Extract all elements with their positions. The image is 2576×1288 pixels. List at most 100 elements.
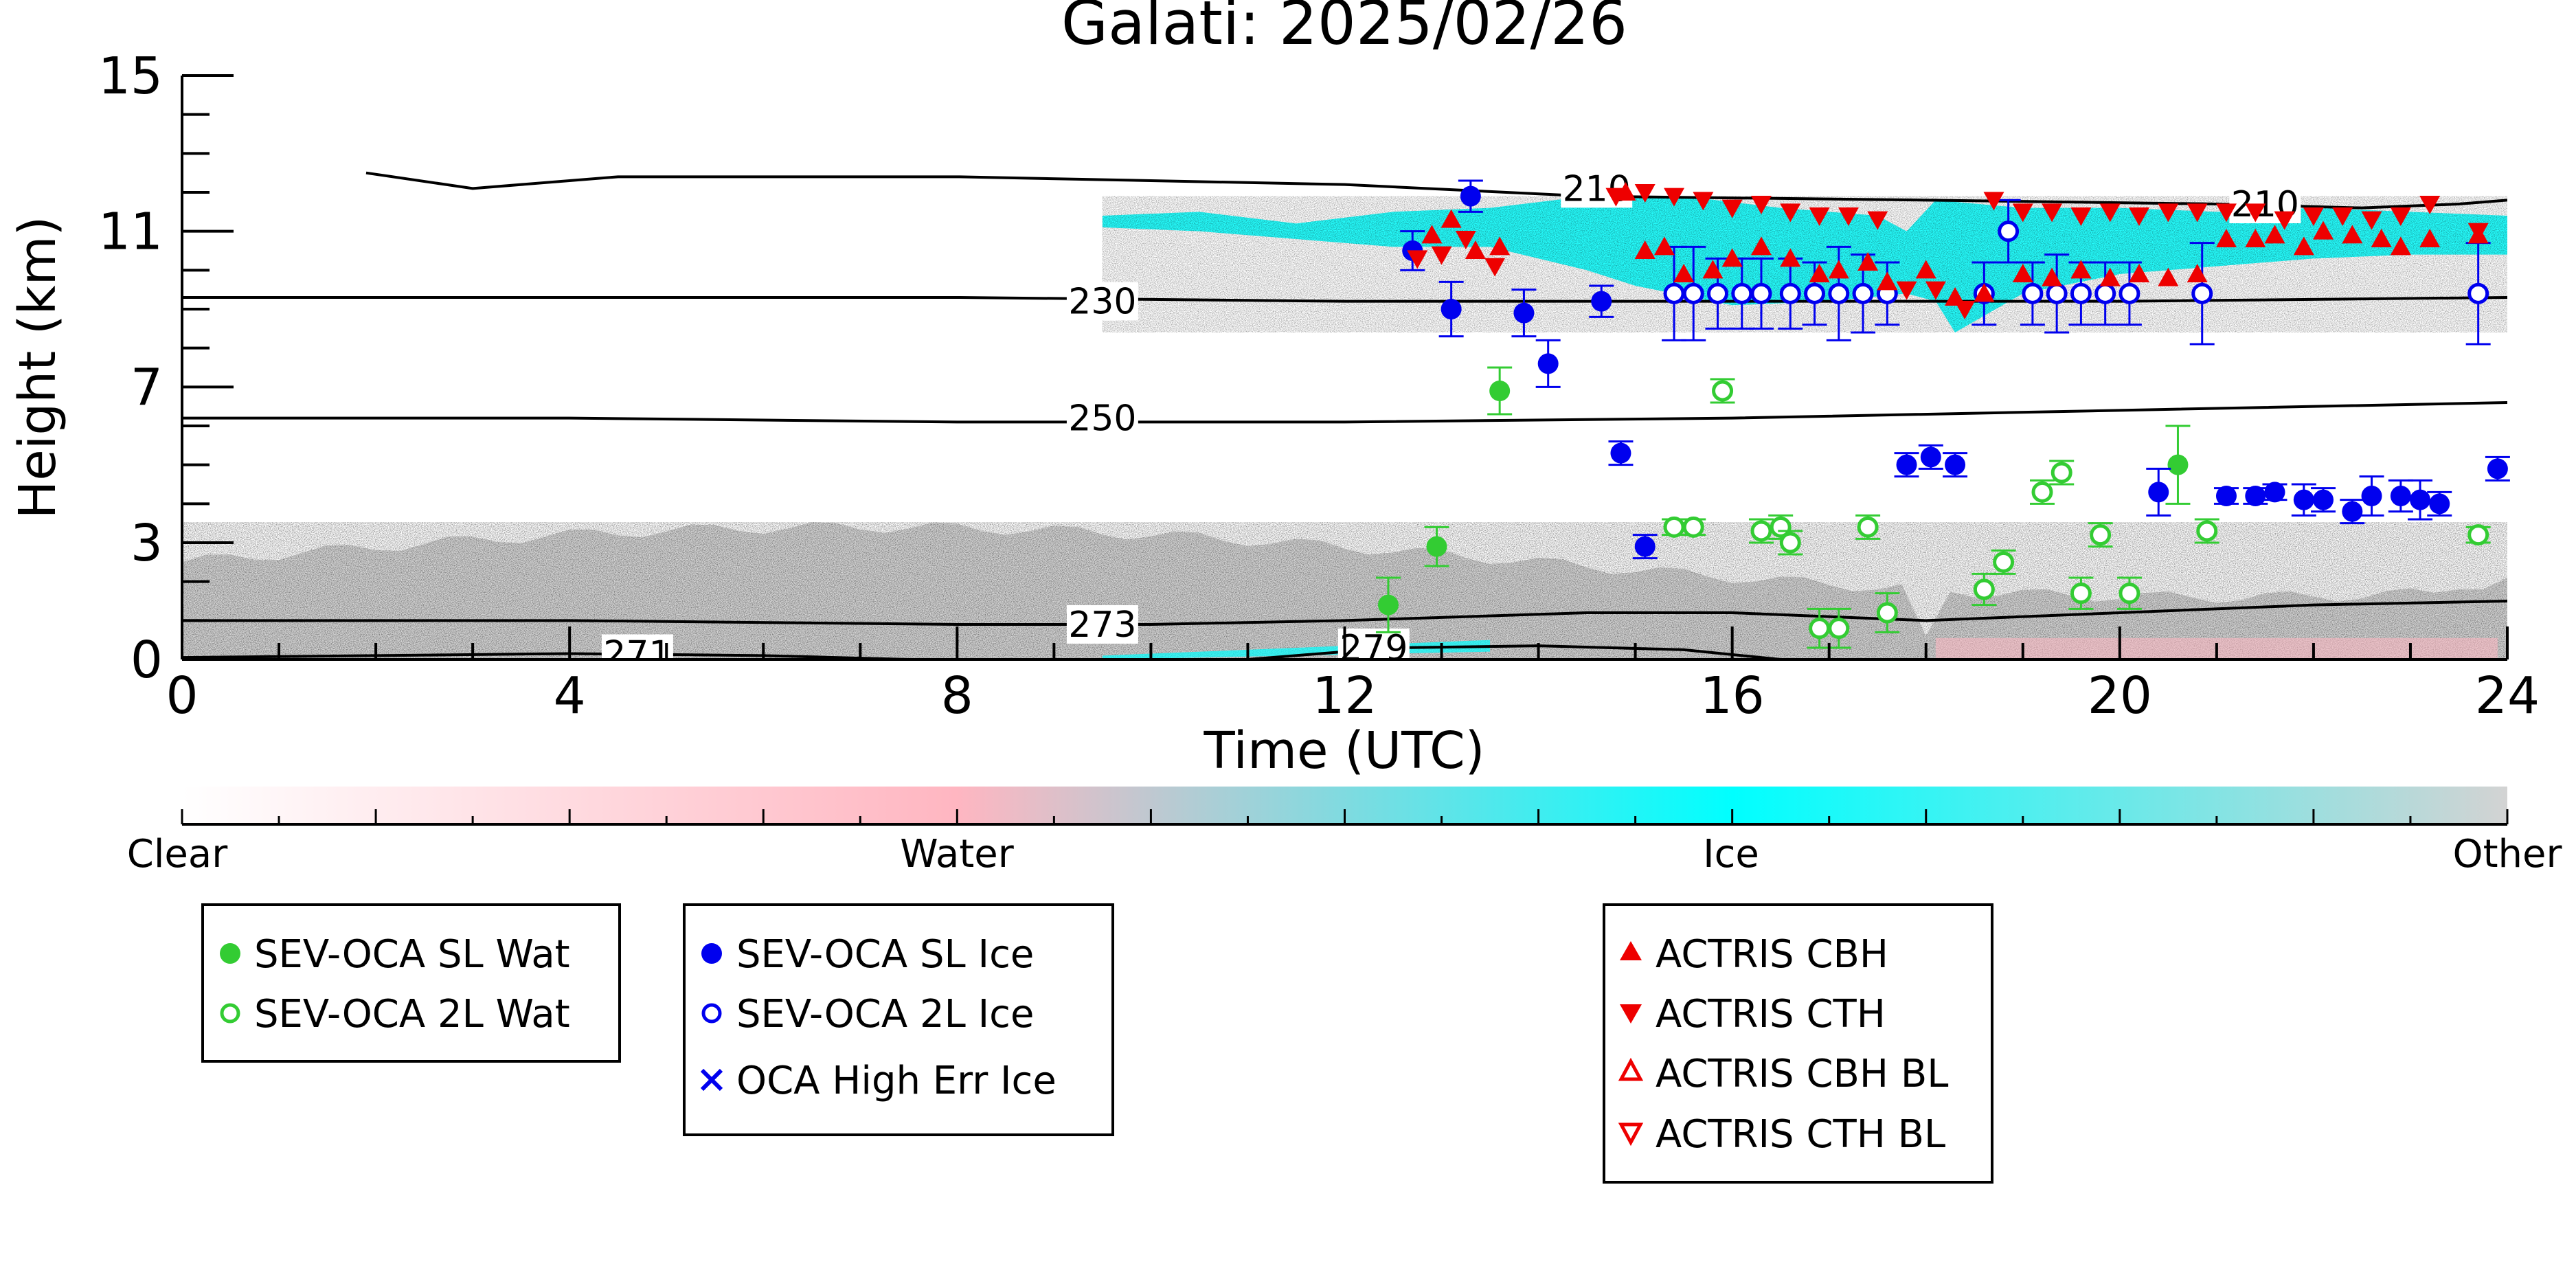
- x-axis-label: Time (UTC): [1203, 721, 1484, 780]
- data-point: [2215, 203, 2237, 223]
- data-point: [2012, 264, 2033, 282]
- data-point: [2487, 458, 2508, 479]
- legend-marker-2l-ice: [701, 1003, 722, 1024]
- x-tick-label: 16: [1700, 666, 1765, 725]
- y-tick-label: 15: [98, 47, 163, 106]
- data-point: [1780, 203, 1801, 223]
- data-point: [2119, 583, 2140, 605]
- colorbar-label-other: Other: [2452, 832, 2562, 877]
- legend-ice: SEV-OCA SL Ice SEV-OCA 2L Ice OCA High E…: [683, 903, 1114, 1136]
- data-point: [1465, 240, 1486, 259]
- data-point: [2215, 229, 2237, 247]
- data-point: [2245, 229, 2266, 247]
- contour-label-bg-271: [601, 634, 673, 659]
- data-point: [1877, 271, 1898, 291]
- data-point: [2158, 203, 2179, 223]
- contour-label-bg-250: [1066, 398, 1138, 438]
- data-point: [1954, 301, 1976, 319]
- data-point: [1610, 442, 1631, 464]
- legend-label-cth-bl: ACTRIS CTH BL: [1656, 1112, 1945, 1157]
- data-point: [1804, 282, 1826, 304]
- series-sev-oca-2l-wat: [1662, 378, 2491, 649]
- data-point: [2264, 482, 2285, 503]
- data-point: [1857, 516, 1879, 538]
- data-point: [1896, 281, 1917, 300]
- data-point: [2245, 486, 2266, 506]
- data-point: [1750, 196, 1772, 214]
- data-point: [2390, 486, 2411, 506]
- contour-line-210: [365, 171, 2507, 210]
- data-point: [1780, 248, 1801, 267]
- data-point: [1779, 282, 1801, 304]
- contour-label-bg-273: [1066, 605, 1138, 644]
- data-point: [1828, 260, 1849, 279]
- data-point: [2467, 282, 2489, 304]
- data-point: [2274, 211, 2295, 230]
- data-point: [2361, 211, 2382, 230]
- legend-label-sl-wat: SEV-OCA SL Wat: [254, 932, 570, 977]
- data-point: [2158, 267, 2179, 286]
- data-point: [1809, 207, 1830, 226]
- data-point: [1973, 578, 1995, 600]
- data-point: [2313, 221, 2334, 240]
- legend-water: SEV-OCA SL Wat SEV-OCA 2L Wat: [201, 903, 621, 1063]
- data-point: [1998, 221, 2020, 242]
- legend-label-2l-ice: SEV-OCA 2L Ice: [736, 992, 1034, 1037]
- data-point: [1750, 282, 1772, 304]
- data-point: [2022, 282, 2044, 304]
- contour-label-273: 273: [1068, 605, 1136, 646]
- data-point: [1440, 299, 1462, 319]
- data-point: [2070, 282, 2092, 304]
- data-point: [2390, 207, 2411, 226]
- data-series: [1375, 179, 2510, 649]
- data-point: [1653, 236, 1675, 256]
- data-point: [1828, 282, 1850, 304]
- series-sev-oca-sl-ice: [1400, 179, 2510, 560]
- x-tick-label: 20: [2088, 666, 2152, 725]
- data-point: [1876, 602, 1898, 624]
- chart-title: Galati: 2025/02/26: [1061, 0, 1627, 58]
- data-point: [2342, 225, 2363, 244]
- data-point: [2215, 486, 2237, 506]
- legend-ice-frame: [683, 903, 1114, 1136]
- contour-label-230: 230: [1068, 282, 1136, 323]
- legend-marker-sl-ice: [701, 943, 722, 964]
- data-point: [1993, 551, 2015, 573]
- y-tick-label: 0: [131, 631, 163, 690]
- data-point: [1407, 250, 1428, 269]
- x-tick-label: 4: [554, 666, 586, 725]
- data-point: [2129, 264, 2150, 282]
- field-other-texture: [182, 522, 2507, 659]
- contour-label-250: 250: [1068, 398, 1136, 440]
- data-point: [1925, 281, 1946, 300]
- x-tick-label: 0: [166, 666, 198, 725]
- data-point: [2187, 264, 2208, 282]
- y-axis-label: Height (km): [8, 216, 67, 519]
- legend-label-2l-wat: SEV-OCA 2L Wat: [254, 992, 570, 1037]
- data-point: [2070, 583, 2092, 605]
- data-point: [1712, 380, 1734, 402]
- data-point: [2090, 524, 2112, 546]
- data-point: [1489, 381, 1511, 401]
- data-point: [1838, 207, 1859, 226]
- data-point: [2313, 489, 2334, 510]
- data-point: [1809, 264, 1830, 282]
- data-point: [1377, 594, 1399, 615]
- colorbar-ticks: [181, 809, 2509, 824]
- data-point: [1663, 282, 1685, 304]
- data-point: [1591, 291, 1612, 312]
- data-point: [1707, 282, 1729, 304]
- colorbar-label-ice: Ice: [1703, 832, 1759, 877]
- data-point: [1915, 260, 1936, 279]
- data-point: [1867, 211, 1888, 230]
- legend-marker-cbh-bl: [1618, 1057, 1644, 1081]
- data-point: [2070, 207, 2092, 226]
- data-point: [2191, 282, 2213, 304]
- contour-label-271: 271: [603, 634, 671, 675]
- data-point: [2148, 482, 2169, 503]
- data-point: [1750, 236, 1772, 256]
- data-point: [2361, 486, 2382, 506]
- data-point: [1664, 188, 1685, 207]
